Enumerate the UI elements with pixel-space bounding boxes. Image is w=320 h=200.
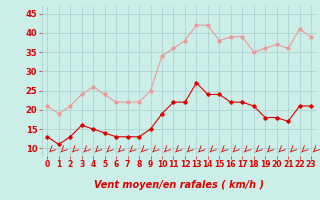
X-axis label: Vent moyen/en rafales ( km/h ): Vent moyen/en rafales ( km/h ) — [94, 180, 264, 190]
